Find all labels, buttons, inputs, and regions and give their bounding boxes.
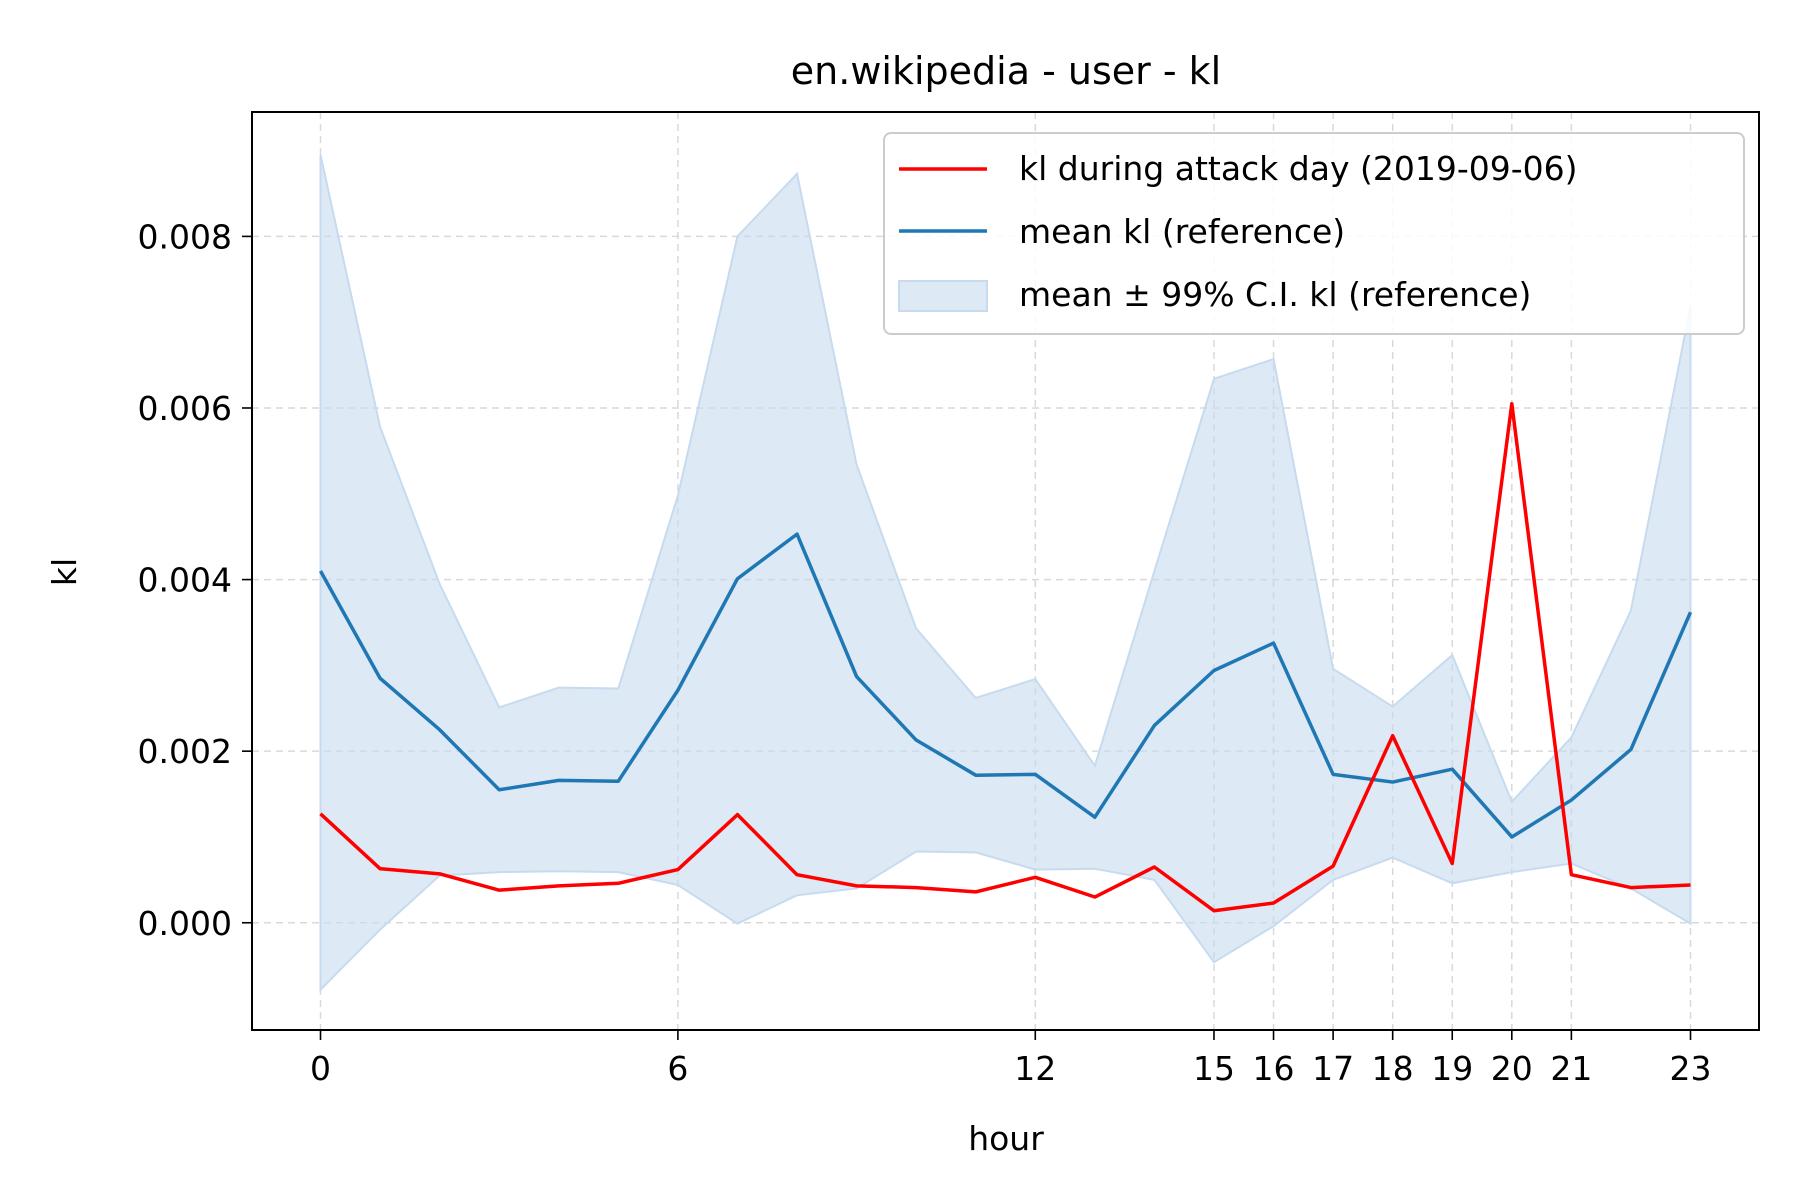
legend: kl during attack day (2019-09-06) mean k… (883, 132, 1745, 335)
x-tick-label: 0 (310, 1049, 331, 1088)
y-tick-label: 0.004 (138, 561, 232, 600)
x-axis-ticks: 0 6 12 15 16 17 18 19 20 21 23 (310, 1030, 1712, 1088)
x-axis-label: hour (968, 1119, 1044, 1158)
x-tick-label: 16 (1253, 1049, 1295, 1088)
x-tick-label: 15 (1193, 1049, 1235, 1088)
legend-label-ci: mean ± 99% C.I. kl (reference) (1019, 275, 1531, 314)
y-axis-label: kl (45, 558, 84, 586)
ci-band (319, 154, 1692, 993)
x-tick-label: 19 (1431, 1049, 1473, 1088)
x-tick-label: 23 (1670, 1049, 1712, 1088)
x-tick-label: 18 (1372, 1049, 1414, 1088)
legend-box (883, 132, 1745, 335)
y-tick-label: 0.008 (138, 217, 232, 256)
y-tick-label: 0.002 (138, 732, 232, 771)
attack-day-line (319, 401, 1691, 913)
plot-frame (251, 111, 1760, 1031)
x-tick-label: 20 (1491, 1049, 1533, 1088)
x-tick-label: 12 (1014, 1049, 1056, 1088)
y-tick-label: 0.000 (138, 904, 232, 943)
series-line-layer (318, 401, 1693, 913)
y-axis-ticks: 0.000 0.002 0.004 0.006 0.008 (138, 217, 252, 943)
x-tick-label: 6 (667, 1049, 688, 1088)
legend-label-attack: kl during attack day (2019-09-06) (1019, 149, 1578, 188)
legend-label-mean: mean kl (reference) (1019, 212, 1345, 251)
chart-title: en.wikipedia - user - kl (791, 49, 1221, 93)
x-tick-label: 17 (1312, 1049, 1354, 1088)
y-tick-label: 0.006 (138, 389, 232, 428)
legend-swatch-ci (898, 280, 988, 312)
x-tick-label: 21 (1550, 1049, 1592, 1088)
ci-band-layer (319, 154, 1692, 993)
